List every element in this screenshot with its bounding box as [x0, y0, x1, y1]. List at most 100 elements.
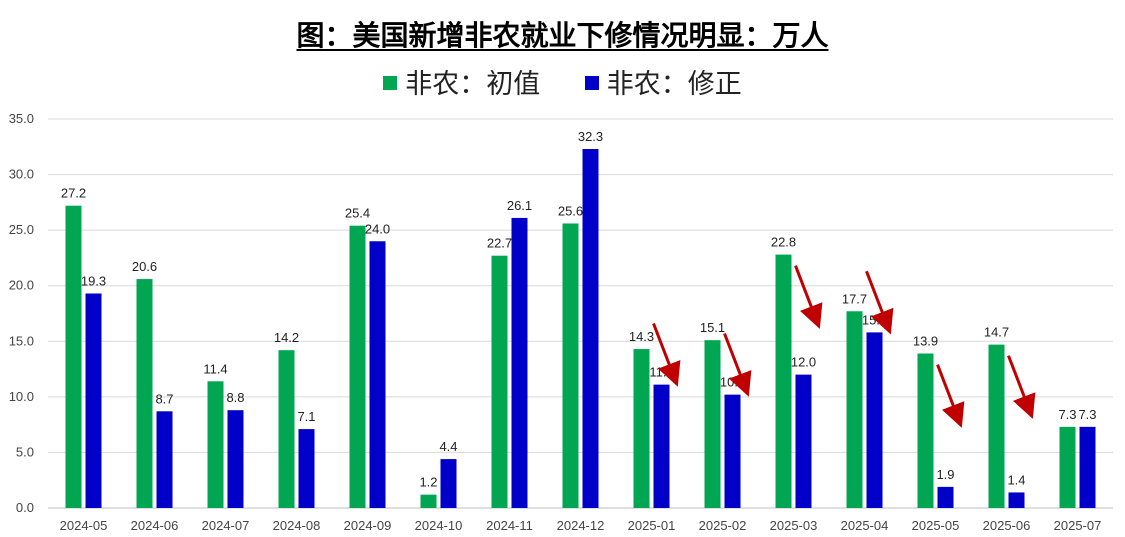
- bar-revised: [85, 293, 102, 508]
- y-tick-label: 35.0: [9, 111, 34, 126]
- x-axis: 2024-05 2024-06 2024-07 2024-08 2024-09 2024-…: [60, 518, 1102, 533]
- bar-revised: [866, 332, 883, 508]
- chart-title: 图：美国新增非农就业下修情况明显：万人: [0, 14, 1125, 54]
- data-label-initial: 25.6: [558, 203, 583, 218]
- legend-item-revised: 非农：修正: [584, 62, 742, 101]
- revision-arrow: [723, 332, 752, 397]
- revision-arrows: [652, 265, 1036, 428]
- revision-arrow: [1007, 355, 1036, 419]
- data-label-initial: 22.8: [771, 235, 796, 250]
- bars: [65, 149, 1096, 509]
- x-tick-label: 2024-11: [486, 518, 533, 533]
- data-label-initial: 22.7: [487, 236, 512, 251]
- bar-revised: [440, 459, 457, 508]
- bar-revised: [1079, 426, 1096, 508]
- legend-item-initial: 非农：初值: [383, 62, 540, 101]
- revision-arrow: [936, 364, 965, 428]
- bar-revised: [653, 384, 670, 508]
- x-tick-label: 2024-05: [60, 518, 108, 533]
- bar-revised: [369, 241, 386, 508]
- data-label-revised: 7.3: [1078, 407, 1096, 422]
- gridlines: [48, 118, 1113, 509]
- bar-initial: [775, 254, 792, 508]
- data-label-initial: 13.9: [913, 334, 938, 349]
- bar-initial: [988, 344, 1005, 508]
- y-tick-label: 30.0: [9, 167, 34, 182]
- x-tick-label: 2025-05: [912, 518, 960, 533]
- data-label-revised: 32.3: [578, 129, 603, 144]
- bar-revised: [511, 217, 528, 508]
- y-tick-label: 20.0: [9, 278, 34, 293]
- x-tick-label: 2024-09: [344, 518, 392, 533]
- bar-revised: [937, 486, 954, 508]
- x-tick-label: 2025-04: [841, 518, 889, 533]
- x-tick-label: 2025-03: [770, 518, 818, 533]
- data-label-initial: 17.7: [842, 291, 867, 306]
- bar-revised: [795, 374, 812, 508]
- data-label-initial: 27.2: [61, 186, 86, 201]
- y-tick-label: 0.0: [16, 500, 34, 515]
- bar-initial: [704, 340, 721, 508]
- data-label-revised: 12.0: [791, 355, 816, 370]
- data-label-initial: 14.3: [629, 329, 654, 344]
- data-label-initial: 20.6: [132, 259, 157, 274]
- y-tick-label: 15.0: [9, 333, 34, 348]
- data-label-initial: 15.1: [700, 320, 725, 335]
- data-label-revised: 7.1: [297, 409, 315, 424]
- x-tick-label: 2024-12: [557, 518, 605, 533]
- legend-label-initial: 非农：初值: [405, 69, 541, 100]
- bar-initial: [207, 381, 224, 508]
- y-tick-label: 10.0: [9, 389, 34, 404]
- legend: 非农：初值 非农：修正: [0, 62, 1125, 101]
- bar-initial: [278, 350, 295, 508]
- bar-revised: [582, 149, 599, 508]
- x-tick-label: 2025-02: [699, 518, 747, 533]
- bar-revised: [298, 429, 315, 508]
- bar-initial: [846, 311, 863, 508]
- y-tick-label: 25.0: [9, 222, 34, 237]
- bar-initial: [917, 353, 934, 508]
- revision-arrow: [794, 265, 823, 329]
- bar-initial: [420, 494, 437, 508]
- bar-revised: [227, 410, 244, 508]
- revision-arrow: [865, 270, 894, 335]
- data-label-revised: 19.3: [81, 273, 106, 288]
- data-label-revised: 4.4: [439, 439, 457, 454]
- bar-initial: [349, 225, 366, 508]
- data-label-revised: 26.1: [507, 198, 532, 213]
- x-tick-label: 2024-07: [202, 518, 250, 533]
- data-label-initial: 11.4: [203, 361, 227, 376]
- y-tick-label: 5.0: [16, 444, 34, 459]
- data-label-revised: 1.9: [936, 467, 954, 482]
- x-tick-label: 2024-08: [273, 518, 321, 533]
- data-label-initial: 1.2: [419, 475, 437, 490]
- x-tick-label: 2025-01: [628, 518, 676, 533]
- data-label-initial: 25.4: [345, 206, 370, 221]
- bar-initial: [491, 255, 508, 508]
- chart-title-text: 图：美国新增非农就业下修情况明显：万人: [296, 19, 829, 52]
- bar-initial: [65, 205, 82, 509]
- x-tick-label: 2024-10: [415, 518, 463, 533]
- data-label-initial: 14.2: [274, 330, 299, 345]
- data-label-revised: 24.0: [365, 221, 390, 236]
- legend-label-revised: 非农：修正: [606, 69, 742, 100]
- data-label-revised: 1.4: [1007, 472, 1025, 487]
- y-axis: 0.0 5.0 10.0 15.0 20.0 25.0 30.0 35.0: [9, 111, 34, 515]
- bar-revised: [156, 411, 173, 508]
- data-label-revised: 8.8: [226, 390, 244, 405]
- data-label-initial: 14.7: [984, 325, 1009, 340]
- legend-swatch-revised: [584, 76, 599, 90]
- bar-revised: [724, 394, 741, 508]
- bar-initial: [1059, 426, 1076, 508]
- bar-initial: [562, 223, 579, 508]
- revision-arrow: [652, 322, 681, 387]
- data-label-initial: 7.3: [1058, 407, 1076, 422]
- x-tick-label: 2024-06: [131, 518, 179, 533]
- bar-revised: [1008, 492, 1025, 508]
- x-tick-label: 2025-06: [983, 518, 1031, 533]
- bar-initial: [136, 279, 153, 508]
- x-tick-label: 2025-07: [1054, 518, 1102, 533]
- legend-swatch-initial: [383, 76, 398, 90]
- data-label-revised: 8.7: [155, 391, 173, 406]
